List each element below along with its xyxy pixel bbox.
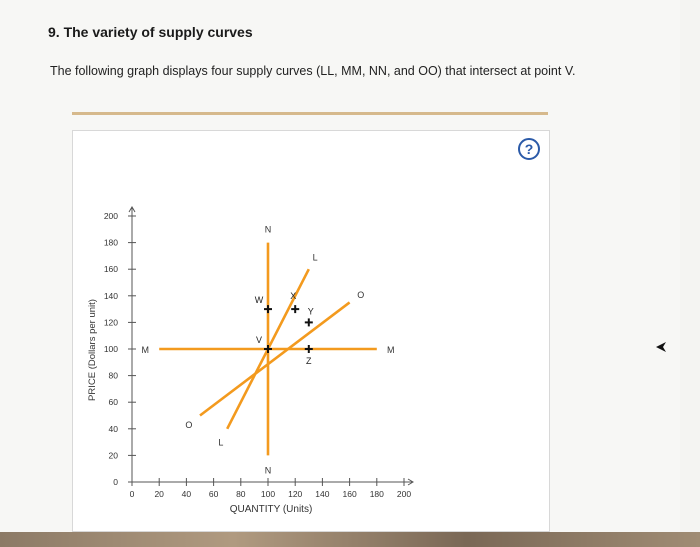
desk-background (0, 532, 700, 547)
point-label-v: V (256, 335, 262, 345)
point-label-y: Y (308, 306, 314, 316)
question-page: 9. The variety of supply curves The foll… (48, 24, 576, 532)
curve-label-start: O (185, 420, 192, 430)
x-tick-label: 160 (343, 489, 357, 499)
y-tick-label: 140 (104, 291, 118, 301)
supply-curve-o (199, 301, 351, 417)
curve-label-start: M (141, 345, 149, 355)
y-tick-label: 200 (104, 211, 118, 221)
y-tick-label: 0 (113, 477, 118, 487)
y-axis-arrow-icon (128, 206, 136, 213)
point-label-z: Z (306, 356, 312, 366)
x-tick-label: 60 (209, 489, 219, 499)
divider (72, 112, 548, 115)
x-axis-label: QUANTITY (Units) (230, 504, 313, 515)
x-tick-label: 200 (397, 489, 411, 499)
y-tick-label: 80 (109, 371, 119, 381)
curve-label-end: M (387, 345, 395, 355)
x-tick-label: 20 (154, 489, 164, 499)
x-tick-label: 0 (130, 489, 135, 499)
help-button[interactable]: ? (518, 138, 540, 160)
point-label-w: W (255, 295, 264, 305)
y-tick-label: 60 (109, 397, 119, 407)
curve-label-end: N (265, 225, 272, 235)
x-tick-label: 100 (261, 489, 275, 499)
curve-label-end: L (313, 253, 318, 263)
x-tick-label: 80 (236, 489, 246, 499)
x-tick-label: 120 (288, 489, 302, 499)
y-tick-label: 180 (104, 238, 118, 248)
chart-axes: 0 20 40 60 80 100 120 140 160 180 200 0 20 40 60 80 100 1… (104, 206, 414, 499)
question-description: The following graph displays four supply… (50, 64, 576, 78)
x-tick-label: 40 (182, 489, 192, 499)
x-tick-label: 180 (370, 489, 384, 499)
y-axis-label: PRICE (Dollars per unit) (87, 299, 98, 401)
curve-label-start: N (265, 465, 272, 475)
y-tick-label: 160 (104, 264, 118, 274)
curve-label-start: L (218, 437, 223, 447)
chart-marks: V W X Y Z (255, 291, 314, 366)
y-tick-label: 20 (109, 450, 119, 460)
x-axis-arrow-icon (407, 478, 414, 486)
curve-label-end: O (357, 290, 364, 300)
x-tick-label: 140 (315, 489, 329, 499)
mouse-cursor-icon (654, 340, 668, 359)
question-title: 9. The variety of supply curves (48, 24, 253, 40)
point-label-x: X (290, 291, 296, 301)
y-tick-label: 120 (104, 317, 118, 327)
y-tick-label: 40 (109, 424, 119, 434)
y-tick-label: 100 (104, 344, 118, 354)
